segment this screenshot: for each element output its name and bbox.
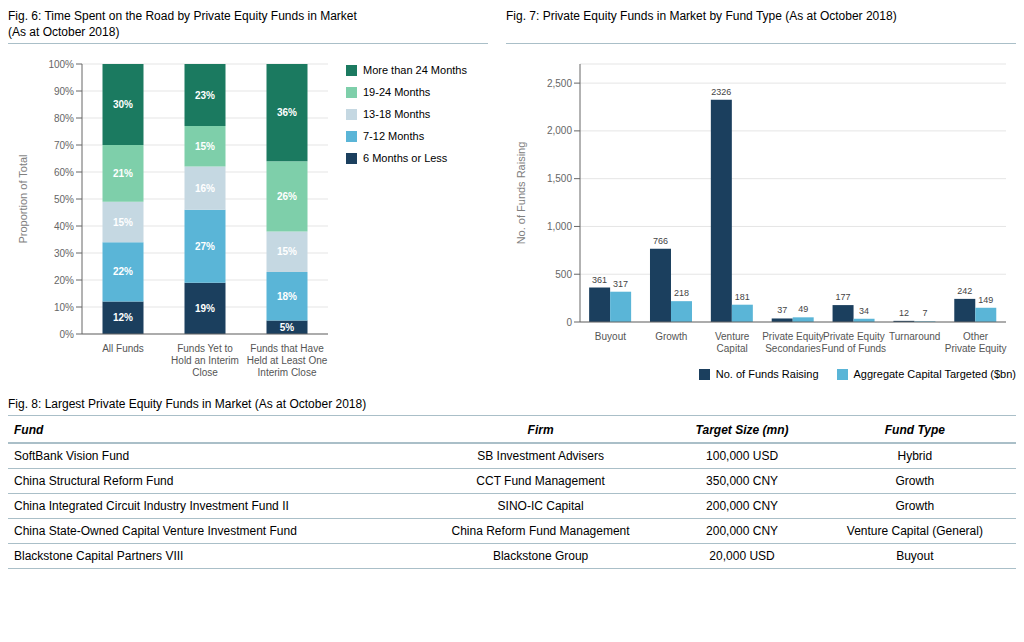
- svg-text:40%: 40%: [54, 221, 74, 232]
- svg-text:20%: 20%: [54, 275, 74, 286]
- html-text:350,000 CNY: 350,000 CNY: [706, 474, 779, 488]
- html-text:Venture Capital (General): Venture Capital (General): [846, 524, 983, 538]
- svg-text:0: 0: [566, 317, 572, 328]
- html-text:20,000 USD: 20,000 USD: [709, 549, 775, 563]
- svg-text:12%: 12%: [113, 312, 133, 323]
- svg-text:30%: 30%: [113, 99, 133, 110]
- svg-text:23%: 23%: [195, 90, 215, 101]
- svg-text:1,500: 1,500: [547, 173, 572, 184]
- svg-text:Growth: Growth: [655, 331, 687, 342]
- html-text:13-18 Months: 13-18 Months: [363, 108, 431, 120]
- svg-text:90%: 90%: [54, 86, 74, 97]
- html-text:Fund: Fund: [14, 423, 44, 437]
- svg-text:36%: 36%: [277, 107, 297, 118]
- svg-text:15%: 15%: [277, 246, 297, 257]
- html-text:China Structural Reform Fund: China Structural Reform Fund: [14, 474, 174, 488]
- html-text:SINO-IC Capital: SINO-IC Capital: [497, 499, 584, 513]
- svg-text:27%: 27%: [195, 241, 215, 252]
- svg-text:Buyout: Buyout: [595, 331, 626, 342]
- svg-text:2326: 2326: [711, 87, 731, 97]
- svg-text:50%: 50%: [54, 194, 74, 205]
- svg-text:70%: 70%: [54, 140, 74, 151]
- html-text:Firm: Firm: [527, 423, 554, 437]
- svg-text:26%: 26%: [277, 191, 297, 202]
- html-text:China Integrated Circuit Indus: China Integrated Circuit Industry Invest…: [14, 499, 289, 513]
- html-text:Fig. 7: Private Equity Funds i: Fig. 7: Private Equity Funds in Market b…: [506, 9, 897, 23]
- svg-text:All Funds: All Funds: [102, 343, 144, 354]
- svg-text:181: 181: [735, 292, 750, 302]
- html-text:More than 24 Months: More than 24 Months: [363, 64, 467, 76]
- svg-text:100%: 100%: [48, 59, 74, 70]
- html-text:100,000 USD: 100,000 USD: [706, 449, 779, 463]
- html-text:Fig. 8: Largest Private Equity: Fig. 8: Largest Private Equity Funds in …: [8, 397, 367, 411]
- svg-text:242: 242: [957, 286, 972, 296]
- svg-text:18%: 18%: [277, 291, 297, 302]
- svg-text:2,500: 2,500: [547, 78, 572, 89]
- svg-text:317: 317: [613, 279, 628, 289]
- html-text:200,000 CNY: 200,000 CNY: [706, 524, 779, 538]
- svg-text:177: 177: [836, 292, 851, 302]
- html-text:7-12 Months: 7-12 Months: [363, 130, 425, 142]
- svg-text:149: 149: [978, 295, 993, 305]
- svg-text:361: 361: [592, 275, 607, 285]
- html-text:Blackstone Group: Blackstone Group: [492, 549, 589, 563]
- svg-text:Private EquityFund of Funds: Private EquityFund of Funds: [822, 331, 886, 354]
- html-text:Growth: Growth: [895, 474, 935, 488]
- html-text:Blackstone Capital Partners VI: Blackstone Capital Partners VIII: [14, 549, 184, 563]
- svg-text:37: 37: [777, 305, 787, 315]
- html-text:(As at October 2018): (As at October 2018): [8, 25, 120, 39]
- svg-text:22%: 22%: [113, 266, 133, 277]
- svg-text:2,000: 2,000: [547, 125, 572, 136]
- svg-text:Funds Yet toHold an InterimClo: Funds Yet toHold an InterimClose: [171, 343, 239, 378]
- html-text:Fund Type: Fund Type: [884, 423, 945, 437]
- html-text:China Reform Fund Management: China Reform Fund Management: [451, 524, 630, 538]
- svg-text:21%: 21%: [113, 168, 133, 179]
- svg-text:Private EquitySecondaries: Private EquitySecondaries: [762, 331, 824, 354]
- svg-text:80%: 80%: [54, 113, 74, 124]
- html-text:No. of Funds Raising: No. of Funds Raising: [715, 368, 819, 380]
- html-text:200,000 CNY: 200,000 CNY: [706, 499, 779, 513]
- svg-text:19%: 19%: [195, 303, 215, 314]
- svg-text:15%: 15%: [113, 217, 133, 228]
- html-text:Buyout: Buyout: [896, 549, 934, 563]
- svg-text:1,000: 1,000: [547, 221, 572, 232]
- svg-text:218: 218: [674, 288, 689, 298]
- svg-text:7: 7: [922, 308, 927, 318]
- svg-text:Turnaround: Turnaround: [889, 331, 940, 342]
- html-text:Aggregate Capital Targeted ($b: Aggregate Capital Targeted ($bn): [853, 368, 1016, 380]
- svg-text:60%: 60%: [54, 167, 74, 178]
- svg-text:30%: 30%: [54, 248, 74, 259]
- svg-text:34: 34: [859, 306, 869, 316]
- html-text:SoftBank Vision Fund: SoftBank Vision Fund: [14, 449, 130, 463]
- html-text:Target Size (mn): Target Size (mn): [695, 423, 789, 437]
- svg-text:Proportion of Total: Proportion of Total: [17, 154, 29, 243]
- html-text:China State-Owned Capital Vent: China State-Owned Capital Venture Invest…: [14, 524, 297, 538]
- svg-text:5%: 5%: [280, 322, 295, 333]
- html-text:6 Months or Less: 6 Months or Less: [363, 152, 448, 164]
- svg-text:No. of Funds Raising: No. of Funds Raising: [515, 142, 527, 245]
- svg-text:0%: 0%: [60, 329, 75, 340]
- svg-text:500: 500: [555, 269, 572, 280]
- svg-text:12: 12: [899, 308, 909, 318]
- svg-text:49: 49: [798, 304, 808, 314]
- svg-text:766: 766: [653, 236, 668, 246]
- svg-text:Funds that HaveHeld at Least O: Funds that HaveHeld at Least OneInterim …: [247, 343, 328, 378]
- html-text:Growth: Growth: [895, 499, 935, 513]
- svg-text:VentureCapital: VentureCapital: [715, 331, 750, 354]
- html-text:Fig. 6: Time Spent on the Road: Fig. 6: Time Spent on the Road by Privat…: [8, 9, 357, 23]
- svg-text:15%: 15%: [195, 141, 215, 152]
- html-text:SB Investment Advisers: SB Investment Advisers: [477, 449, 604, 463]
- html-text:19-24 Months: 19-24 Months: [363, 86, 431, 98]
- svg-text:OtherPrivate Equity: OtherPrivate Equity: [945, 331, 1007, 354]
- svg-text:16%: 16%: [195, 183, 215, 194]
- svg-text:10%: 10%: [54, 302, 74, 313]
- html-text:CCT Fund Management: CCT Fund Management: [476, 474, 605, 488]
- html-text:Hybrid: Hybrid: [897, 449, 933, 463]
